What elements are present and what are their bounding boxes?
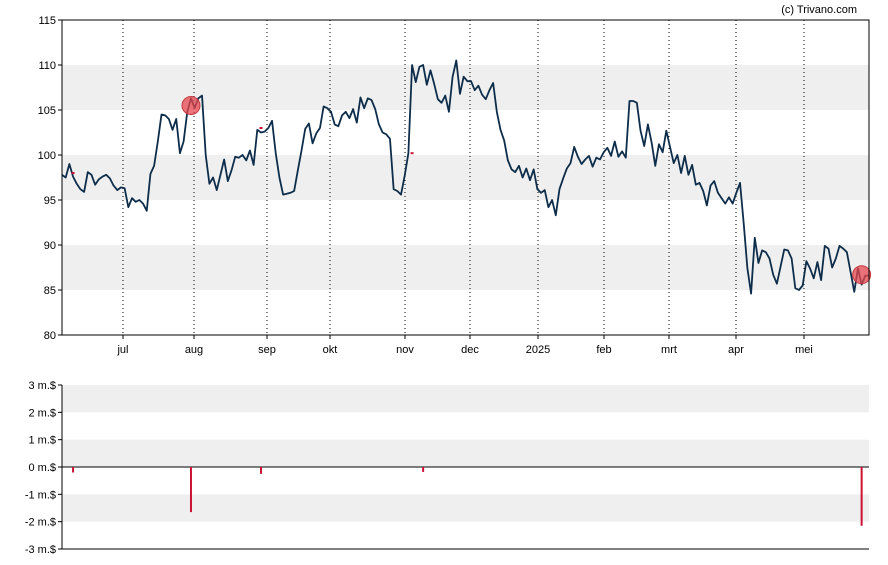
price-y-tick-label-1: 110 [38,60,56,72]
price-y-tick-label-5: 90 [44,240,56,252]
watermark-text: (c) Trivano.com [781,4,857,16]
price-x-tick-label-6: 2025 [526,344,550,356]
price-x-tick-label-5: dec [461,344,479,356]
price-y-ticks: 115 110 105 100 95 90 85 80 [38,15,62,342]
volume-bar-1 [189,467,192,513]
volume-y-tick-label-4: -1 m.$ [25,489,56,501]
price-x-ticks: jul aug sep okt nov dec 2025 feb mrt apr mei [116,335,813,356]
price-y-tick-label-7: 80 [44,330,56,342]
volume-bands [62,385,869,522]
price-x-tick-label-9: apr [728,344,744,356]
price-panel: 115 110 105 100 95 90 85 80 jul aug sep okt nov dec 2… [38,15,872,356]
volume-bar-0 [72,467,75,473]
price-x-tick-label-8: mrt [661,344,677,356]
price-band-1 [62,155,869,200]
volume-panel: 3 m.$ 2 m.$ 1 m.$ 0 m.$ -1 m.$ -2 m.$ -3 m.$ [25,380,869,556]
price-frame [61,19,870,336]
volume-bar-2 [259,467,262,474]
price-vertical-grid [122,20,805,335]
price-bands [62,65,869,290]
price-small-marks [71,127,414,174]
price-y-tick-label-0: 115 [38,15,56,27]
volume-y-tick-label-5: -2 m.$ [25,517,56,529]
volume-y-tick-label-0: 3 m.$ [28,380,56,392]
price-y-tick-label-2: 105 [38,105,56,117]
price-x-tick-label-7: feb [596,344,611,356]
price-y-tick-label-4: 95 [44,195,56,207]
volume-band-1 [62,439,869,467]
price-x-tick-label-1: aug [185,344,203,356]
price-marker-0 [181,96,201,115]
price-x-tick-label-3: okt [323,344,338,356]
volume-y-ticks: 3 m.$ 2 m.$ 1 m.$ 0 m.$ -1 m.$ -2 m.$ -3 m.$ [25,380,62,556]
price-x-tick-label-4: nov [396,344,414,356]
price-x-tick-label-2: sep [258,344,276,356]
volume-band-2 [62,494,869,522]
price-markers [181,96,872,285]
price-y-tick-label-6: 85 [44,285,56,297]
price-y-tick-label-3: 100 [38,150,56,162]
volume-y-tick-label-6: -3 m.$ [25,544,56,556]
volume-y-tick-label-2: 1 m.$ [28,435,56,447]
volume-bar-3 [422,467,425,472]
volume-bar-4 [860,467,863,526]
price-band-2 [62,245,869,290]
volume-y-tick-label-1: 2 m.$ [28,407,56,419]
price-marker-1 [852,265,872,285]
price-x-tick-label-0: jul [116,344,128,356]
volume-band-0 [62,385,869,413]
volume-bars [72,467,863,526]
volume-y-tick-label-3: 0 m.$ [28,462,56,474]
price-x-tick-label-10: mei [795,344,813,356]
